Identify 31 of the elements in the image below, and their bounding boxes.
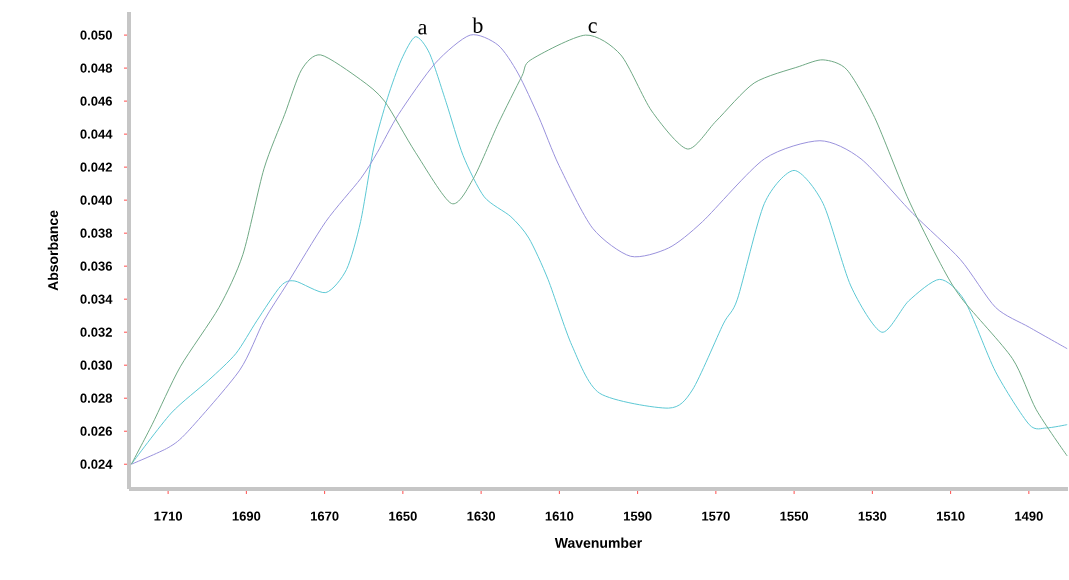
x-tick-label: 1710 (154, 511, 183, 521)
y-tick-label: 0.050 (80, 30, 112, 40)
series-label: c (588, 22, 597, 33)
series-label: b (472, 17, 483, 33)
y-tick-label: 0.042 (80, 162, 112, 172)
x-tick-label: 1590 (623, 511, 652, 521)
y-tick-label: 0.030 (80, 360, 112, 370)
x-tick-label: 1530 (858, 511, 887, 521)
y-tick-label: 0.034 (80, 294, 113, 304)
y-axis-title: Absorbance (47, 210, 59, 291)
x-tick-label: 1650 (389, 511, 417, 521)
x-tick-label: 1550 (780, 511, 809, 521)
series-label: a (418, 24, 428, 35)
x-tick-label: 1570 (702, 511, 730, 521)
y-tick-label: 0.048 (80, 63, 113, 73)
y-tick-label: 0.044 (80, 129, 113, 139)
x-tick-label: 1510 (936, 511, 965, 521)
y-tick-label: 0.040 (80, 195, 112, 205)
y-tick-label: 0.036 (80, 261, 112, 271)
x-axis-title: Wavenumber (554, 537, 642, 548)
y-tick-label: 0.028 (80, 393, 113, 403)
x-tick-label: 1490 (1015, 511, 1043, 521)
x-tick-label: 1690 (232, 511, 261, 521)
y-tick-label: 0.038 (80, 228, 113, 238)
y-tick-label: 0.026 (80, 426, 112, 436)
y-tick-label: 0.046 (80, 96, 112, 106)
x-tick-label: 1670 (310, 511, 339, 521)
x-tick-label: 1610 (545, 511, 574, 521)
y-tick-label: 0.024 (80, 459, 113, 469)
x-tick-label: 1630 (467, 511, 496, 521)
y-tick-label: 0.032 (80, 327, 112, 337)
